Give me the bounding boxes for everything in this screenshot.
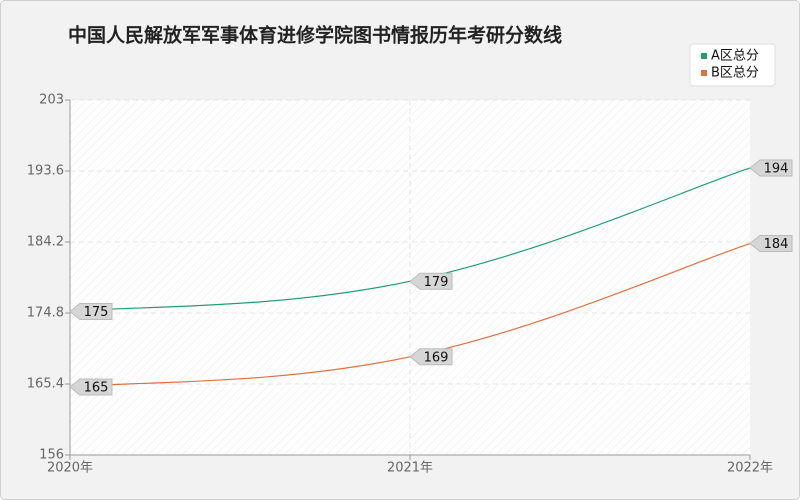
data-label-box [409, 348, 453, 366]
legend-label: B区总分 [711, 66, 759, 81]
x-tick-label: 2021年 [387, 461, 433, 476]
data-label: 165 [84, 381, 109, 396]
y-tick-label: 156 [39, 448, 64, 463]
x-tick-label: 2022年 [727, 461, 773, 476]
data-label-box [69, 302, 113, 320]
data-label-box [69, 378, 113, 396]
data-label: 179 [424, 275, 449, 290]
y-tick-label: 193.6 [27, 164, 64, 179]
y-tick-label: 203 [39, 93, 64, 108]
legend-swatch [701, 70, 707, 76]
data-label: 175 [84, 305, 109, 320]
y-tick-label: 184.2 [27, 235, 64, 250]
y-tick-label: 165.4 [27, 377, 64, 392]
legend-label: A区总分 [711, 49, 759, 64]
y-tick-label: 174.8 [27, 306, 64, 321]
data-label: 194 [764, 161, 789, 176]
plot-area [70, 100, 750, 455]
legend-swatch [701, 53, 707, 59]
data-label-box [749, 159, 793, 177]
data-label: 169 [424, 350, 449, 365]
data-label: 184 [764, 237, 789, 252]
legend-box [689, 43, 776, 87]
data-label-box [409, 272, 453, 290]
x-tick-label: 2020年 [47, 461, 93, 476]
chart-title: 中国人民解放军军事体育进修学院图书情报历年考研分数线 [68, 24, 562, 47]
legend: A区总分 B区总分 [701, 49, 759, 81]
data-label-box [749, 235, 793, 253]
